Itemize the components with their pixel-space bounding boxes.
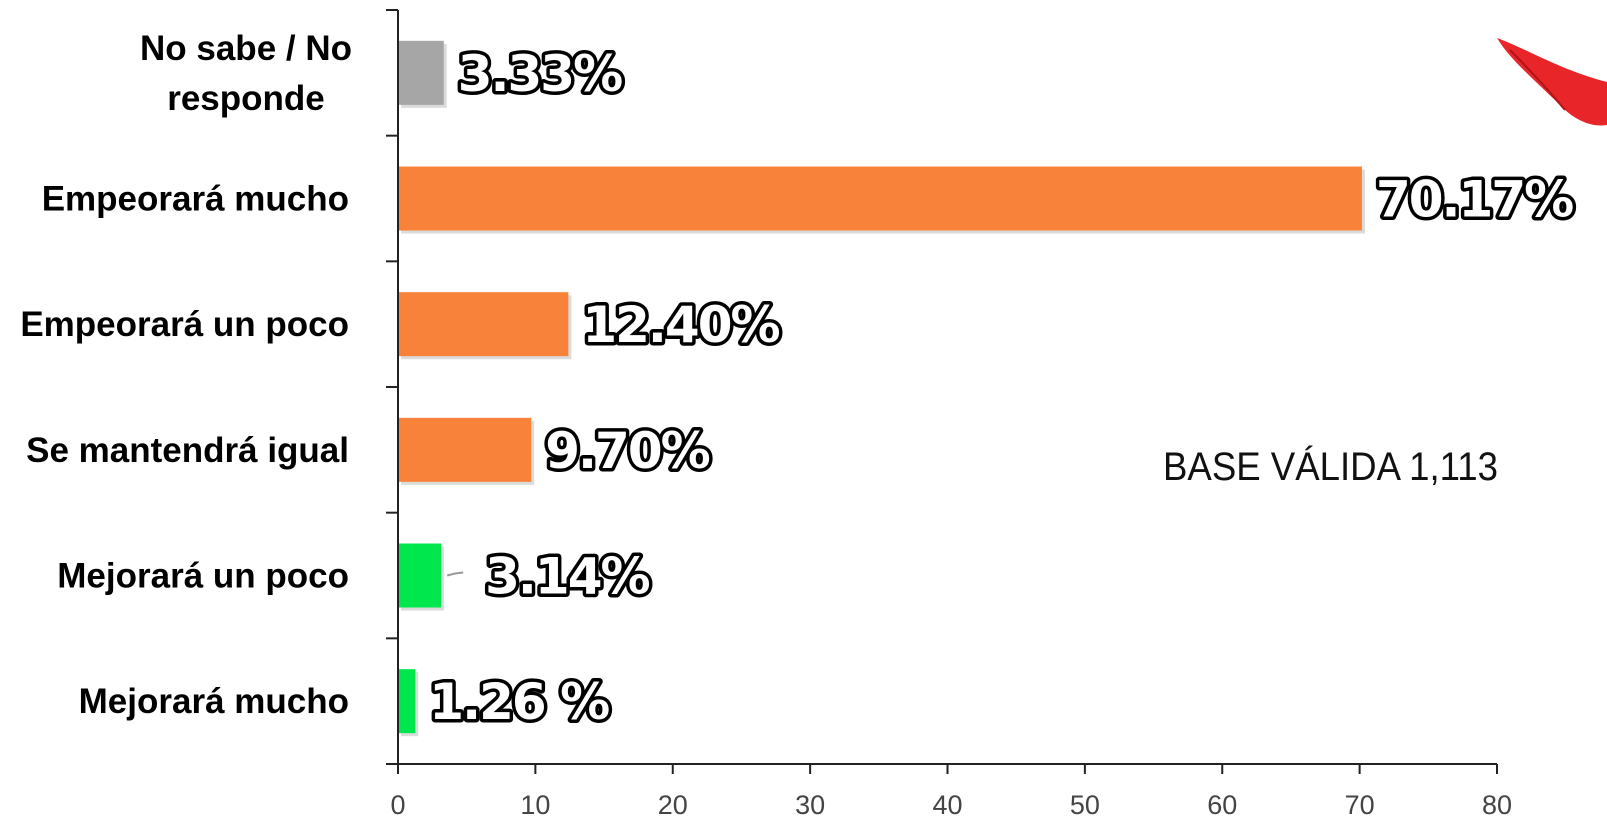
bar bbox=[398, 669, 416, 734]
value-labels: 3.33% 70.17% 12.40% 9.70% 3.14% 1.26 % bbox=[426, 41, 1579, 734]
x-tick-label: 80 bbox=[1482, 790, 1512, 820]
base-annotation: BASE VÁLIDA 1,113 bbox=[1163, 444, 1498, 489]
bar bbox=[398, 417, 532, 482]
bars bbox=[398, 40, 1365, 737]
bar bbox=[398, 292, 569, 357]
axes: 0 10 20 30 40 50 60 70 80 bbox=[386, 9, 1512, 820]
x-tick-label: 0 bbox=[390, 790, 405, 820]
value-label: 12.40% bbox=[582, 296, 779, 354]
x-tick-label: 70 bbox=[1345, 790, 1375, 820]
leader-line bbox=[446, 571, 464, 577]
category-label: Mejorará un poco bbox=[57, 557, 349, 596]
category-label: Mejorará mucho bbox=[79, 682, 349, 721]
category-label: Empeorará un poco bbox=[20, 305, 349, 344]
value-label: 1.26 % bbox=[429, 673, 609, 731]
x-tick-label: 10 bbox=[520, 790, 550, 820]
x-tick-label: 20 bbox=[658, 790, 688, 820]
value-label: 3.14% bbox=[485, 548, 649, 606]
bar bbox=[398, 543, 442, 608]
bar bbox=[398, 166, 1362, 231]
category-label: Se mantendrá igual bbox=[26, 431, 349, 470]
value-label: 9.70% bbox=[545, 422, 709, 480]
bar bbox=[398, 40, 444, 105]
x-tick-label: 60 bbox=[1207, 790, 1237, 820]
x-tick-label: 50 bbox=[1070, 790, 1100, 820]
category-label: Empeorará mucho bbox=[42, 180, 349, 219]
value-label: 70.17% bbox=[1376, 171, 1573, 229]
category-labels: No sabe / No responde Empeorará mucho Empeo… bbox=[20, 29, 352, 721]
x-tick-label: 40 bbox=[932, 790, 962, 820]
category-label: No sabe / No responde bbox=[140, 29, 352, 118]
red-decoration-icon bbox=[1497, 38, 1607, 126]
x-tick-label: 30 bbox=[795, 790, 825, 820]
value-label: 3.33% bbox=[458, 45, 622, 103]
